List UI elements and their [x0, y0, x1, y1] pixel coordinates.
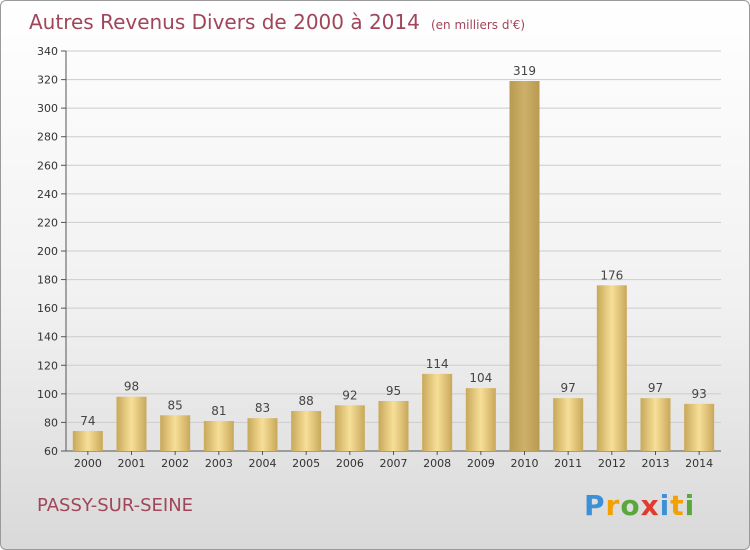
x-tick-label: 2007: [380, 457, 408, 470]
bar-value-label: 83: [255, 401, 270, 415]
bar-value-label: 92: [342, 388, 357, 402]
logo-letter: t: [670, 489, 685, 522]
x-tick-label: 2003: [205, 457, 233, 470]
logo-letter: i: [684, 489, 696, 522]
bar-value-label: 98: [124, 380, 139, 394]
x-tick-label: 2009: [467, 457, 495, 470]
bar-value-label: 85: [168, 398, 183, 412]
bar-value-label: 319: [513, 64, 536, 78]
bar: [640, 398, 671, 451]
x-tick-label: 2010: [511, 457, 539, 470]
x-tick-label: 2013: [642, 457, 670, 470]
chart-title-main: Autres Revenus Divers de 2000 à 2014: [29, 10, 420, 34]
y-tick-label: 340: [37, 45, 58, 58]
bar: [334, 405, 365, 451]
logo-letter: i: [659, 489, 671, 522]
bar: [203, 421, 234, 451]
bar: [465, 388, 496, 451]
bar-value-label: 104: [469, 371, 492, 385]
y-tick-label: 200: [37, 245, 58, 258]
x-tick-label: 2006: [336, 457, 364, 470]
y-tick-label: 220: [37, 216, 58, 229]
logo-letter: P: [584, 489, 606, 522]
y-tick-label: 260: [37, 159, 58, 172]
x-tick-label: 2001: [118, 457, 146, 470]
x-tick-label: 2011: [554, 457, 582, 470]
y-tick-label: 320: [37, 74, 58, 87]
logo-letter: o: [620, 489, 641, 522]
chart-title-unit: (en milliers d'€): [430, 18, 526, 32]
bar-value-label: 81: [211, 404, 226, 418]
x-tick-label: 2012: [598, 457, 626, 470]
y-tick-label: 140: [37, 331, 58, 344]
bar-value-label: 95: [386, 384, 401, 398]
logo-letter: r: [605, 489, 621, 522]
y-tick-label: 280: [37, 131, 58, 144]
x-tick-label: 2004: [249, 457, 277, 470]
bar: [291, 411, 322, 451]
chart-title: Autres Revenus Divers de 2000 à 2014 (en…: [29, 10, 525, 34]
x-tick-label: 2008: [423, 457, 451, 470]
bar-value-label: 176: [600, 268, 623, 282]
bar-value-label: 93: [692, 387, 707, 401]
x-tick-label: 2005: [292, 457, 320, 470]
y-tick-label: 80: [44, 416, 58, 429]
bar-value-label: 88: [299, 394, 314, 408]
proxiti-logo: Proxiti: [584, 489, 695, 522]
x-tick-label: 2014: [685, 457, 713, 470]
bar-value-label: 97: [648, 381, 663, 395]
bar: [116, 396, 147, 451]
y-tick-label: 180: [37, 274, 58, 287]
y-tick-label: 100: [37, 388, 58, 401]
x-tick-label: 2000: [74, 457, 102, 470]
bar-value-label: 74: [80, 414, 95, 428]
bar: [72, 431, 103, 451]
place-name: PASSY-SUR-SEINE: [37, 495, 194, 516]
bar: [160, 415, 191, 451]
y-tick-label: 300: [37, 102, 58, 115]
bar: [684, 403, 715, 451]
y-tick-label: 60: [44, 445, 58, 458]
bar-value-label: 114: [426, 357, 449, 371]
bar-value-label: 97: [561, 381, 576, 395]
bar: [509, 81, 540, 451]
logo-letter: x: [640, 489, 660, 522]
bar: [596, 285, 627, 451]
y-tick-label: 240: [37, 188, 58, 201]
bar: [422, 373, 453, 451]
y-tick-label: 160: [37, 302, 58, 315]
bar: [378, 401, 409, 451]
bar: [553, 398, 584, 451]
x-tick-label: 2002: [161, 457, 189, 470]
bar: [247, 418, 278, 451]
y-tick-label: 120: [37, 359, 58, 372]
